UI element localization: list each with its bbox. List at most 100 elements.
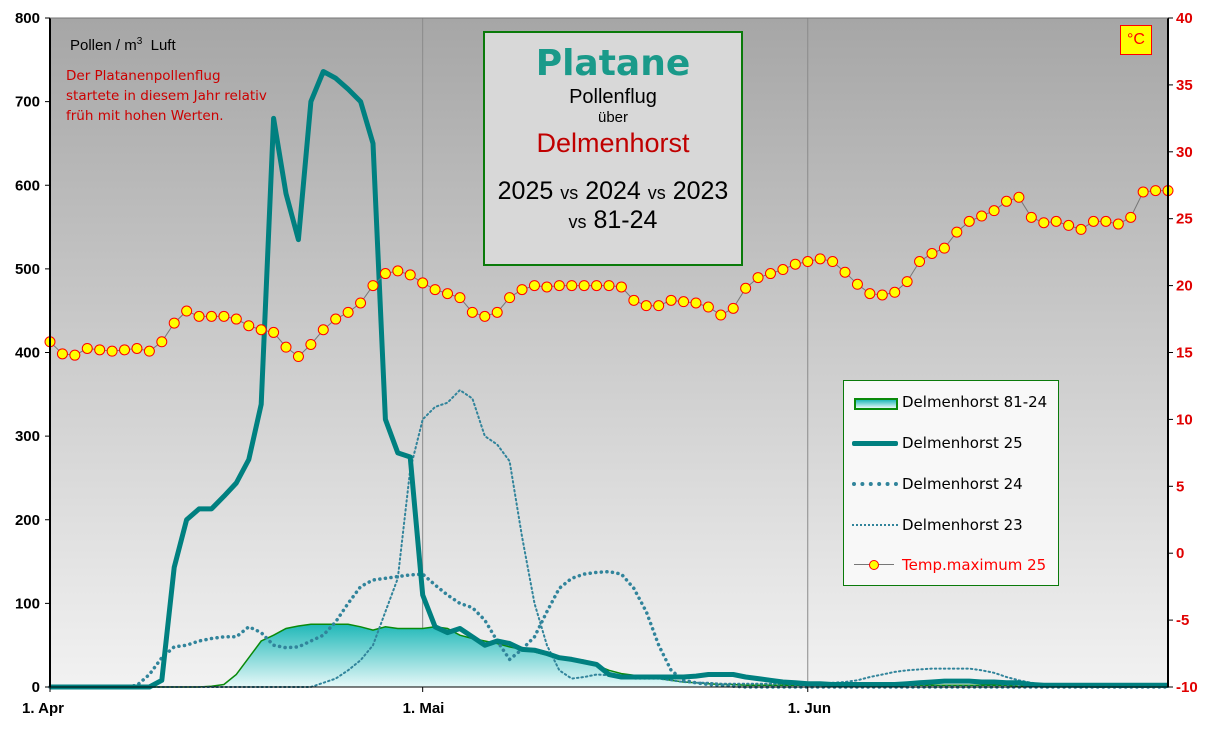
unit-suffix: Luft [150, 37, 176, 54]
left-tick-label: 100 [15, 595, 40, 612]
temp-point [827, 256, 839, 268]
temp-point [280, 341, 292, 353]
temp-point [106, 345, 118, 357]
temp-point [243, 320, 255, 332]
right-tick-label: 5 [1176, 478, 1184, 495]
temp-point [218, 310, 230, 322]
temp-point [938, 242, 950, 254]
legend-swatch-thick [852, 436, 898, 450]
temp-point [193, 310, 205, 322]
temp-point [404, 269, 416, 281]
temp-point [851, 278, 863, 290]
legend-item-24: Delmenhorst 24 [852, 474, 1023, 494]
temp-point [640, 300, 652, 312]
temp-point [1001, 195, 1013, 207]
legend-label: Delmenhorst 81-24 [902, 393, 1048, 411]
unit-label: Pollen / m3 Luft [70, 36, 176, 54]
legend-item-81-24: Delmenhorst 81-24 [852, 392, 1047, 412]
right-tick-label: 40 [1176, 10, 1193, 27]
legend-swatch-area [852, 395, 898, 410]
years-line-2: vs 81-24 [485, 206, 741, 235]
temp-point [417, 277, 429, 289]
temp-point [951, 226, 963, 238]
temp-point [963, 215, 975, 227]
temp-point [752, 272, 764, 284]
right-tick-label: -5 [1176, 612, 1189, 629]
temp-point [305, 338, 317, 350]
temp-point [1063, 219, 1075, 231]
temp-point [591, 280, 603, 292]
temp-point [1075, 223, 1087, 235]
temp-point [56, 348, 68, 360]
temp-point [69, 349, 81, 361]
temp-point [81, 342, 93, 354]
line-81-24 [50, 623, 1168, 688]
annotation-line: früh mit hohen Werten. [66, 108, 224, 124]
temp-point [1087, 215, 1099, 227]
temp-point [268, 326, 280, 338]
legend-swatch-dotted [852, 477, 898, 491]
temp-point [392, 265, 404, 277]
subtitle-pollenflug: Pollenflug [569, 86, 657, 108]
legend-item-temp: Temp.maximum 25 [852, 555, 1046, 575]
temp-point [1100, 215, 1112, 227]
line-2025 [50, 69, 1168, 690]
temp-point [740, 282, 752, 294]
vs: vs [647, 183, 666, 203]
legend-label: Delmenhorst 23 [902, 516, 1023, 534]
temp-point [119, 344, 131, 356]
temp-point [553, 280, 565, 292]
temp-point [1125, 211, 1137, 223]
left-tick-label: 500 [15, 261, 40, 278]
right-tick-label: 30 [1176, 144, 1193, 161]
annotation: Der Platanenpollenflug startete in diese… [66, 66, 267, 126]
temp-point [976, 210, 988, 222]
legend-swatch-fine-dotted [852, 518, 898, 532]
temp-point [988, 205, 1000, 217]
temp-point [715, 309, 727, 321]
unit-sup: 3 [136, 36, 143, 47]
temp-point [94, 344, 106, 356]
temp-point [914, 256, 926, 268]
temp-unit-badge: °C [1120, 25, 1152, 55]
right-tick-label: -10 [1176, 679, 1198, 696]
temp-point [901, 276, 913, 288]
temp-point [528, 280, 540, 292]
legend-label: Delmenhorst 24 [902, 475, 1023, 493]
temp-point [690, 297, 702, 309]
temp-point [429, 284, 441, 296]
temp-point [479, 310, 491, 322]
temp-point [789, 258, 801, 270]
left-tick-label: 200 [15, 512, 40, 529]
temp-point [777, 264, 789, 276]
right-tick-label: 10 [1176, 411, 1193, 428]
city-title: Delmenhorst [536, 128, 690, 158]
left-tick-label: 0 [32, 679, 40, 696]
temp-point [355, 297, 367, 309]
subtitle-uber: über [597, 109, 629, 126]
year-81-24: 81-24 [593, 206, 658, 234]
temp-point [1050, 215, 1062, 227]
temp-point [367, 280, 379, 292]
year-2023: 2023 [672, 177, 729, 205]
temp-point [168, 317, 180, 329]
temp-point [926, 247, 938, 259]
legend-item-25: Delmenhorst 25 [852, 433, 1023, 453]
left-tick-label: 400 [15, 345, 40, 362]
temp-point [578, 280, 590, 292]
temp-point [653, 300, 665, 312]
temp-point [764, 268, 776, 280]
legend-label: Delmenhorst 25 [902, 434, 1023, 452]
temp-point [442, 288, 454, 300]
year-2025: 2025 [497, 177, 554, 205]
legend: Delmenhorst 81-24 Delmenhorst 25 Delmenh… [843, 380, 1059, 586]
x-tick-label: 1. Apr [22, 700, 64, 717]
years-line: 2025 vs 2024 vs 2023 [485, 177, 741, 206]
temp-point [1025, 211, 1037, 223]
temp-point [603, 280, 615, 292]
temp-point [504, 292, 516, 304]
vs: vs [568, 212, 587, 232]
temp-point [205, 310, 217, 322]
legend-label: Temp.maximum 25 [902, 556, 1047, 574]
x-tick-label: 1. Jun [788, 700, 831, 717]
